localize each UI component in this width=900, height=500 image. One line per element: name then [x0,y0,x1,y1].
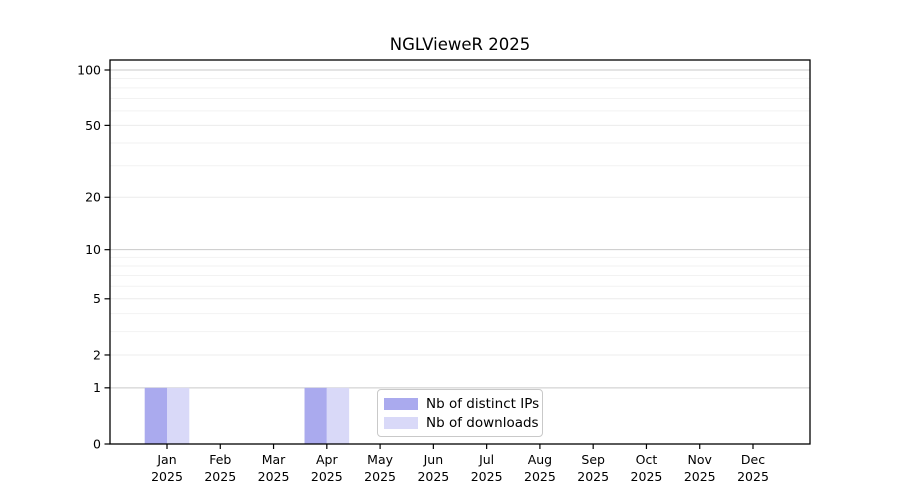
x-tick-label-month: Aug [528,452,552,467]
x-tick-label-year: 2025 [631,469,663,484]
x-tick-label-year: 2025 [417,469,449,484]
legend-label-distinct-ips: Nb of distinct IPs [426,395,540,412]
legend-label-downloads: Nb of downloads [426,414,539,431]
legend-item-downloads: Nb of downloads [384,414,539,431]
chart-title: NGLVieweR 2025 [389,35,531,54]
x-tick-label-year: 2025 [258,469,290,484]
x-tick-label-month: Apr [316,452,338,467]
x-tick-label-year: 2025 [311,469,343,484]
legend-swatch-distinct-ips [384,397,418,410]
x-tick-label-month: Sep [581,452,605,467]
x-tick-label-month: Jun [423,452,444,467]
x-tick-label-month: Mar [262,452,286,467]
y-tick-label: 5 [93,291,101,306]
y-tick-label: 10 [85,242,101,257]
bar-downloads-apr [326,387,350,444]
bar-distinct-ips-jan [144,387,167,444]
x-tick-label-month: Feb [209,452,231,467]
y-tick-label: 20 [85,190,101,205]
x-tick-label-month: Oct [636,452,658,467]
x-tick-label-month: Nov [688,452,713,467]
x-tick-label-year: 2025 [524,469,556,484]
y-tick-label: 100 [77,62,101,77]
x-tick-label-month: Jul [478,452,494,467]
x-tick-label-year: 2025 [737,469,769,484]
x-tick-label-year: 2025 [577,469,609,484]
legend: Nb of distinct IPs Nb of downloads [377,389,543,437]
legend-swatch-downloads [384,416,418,429]
y-tick-label: 1 [93,380,101,395]
x-tick-label-year: 2025 [204,469,236,484]
x-tick-label-year: 2025 [471,469,503,484]
x-tick-label-month: May [367,452,393,467]
x-tick-label-year: 2025 [684,469,716,484]
plot-border [109,59,811,445]
bar-downloads-jan [167,387,190,444]
y-tick-label: 0 [93,436,101,451]
x-tick-label-year: 2025 [151,469,183,484]
x-tick-label-year: 2025 [364,469,396,484]
bar-distinct-ips-apr [304,387,327,444]
y-tick-label: 2 [93,347,101,362]
legend-item-distinct-ips: Nb of distinct IPs [384,395,540,412]
x-tick-label-month: Dec [741,452,765,467]
y-tick-label: 50 [85,118,101,133]
x-tick-label-month: Jan [156,452,176,467]
